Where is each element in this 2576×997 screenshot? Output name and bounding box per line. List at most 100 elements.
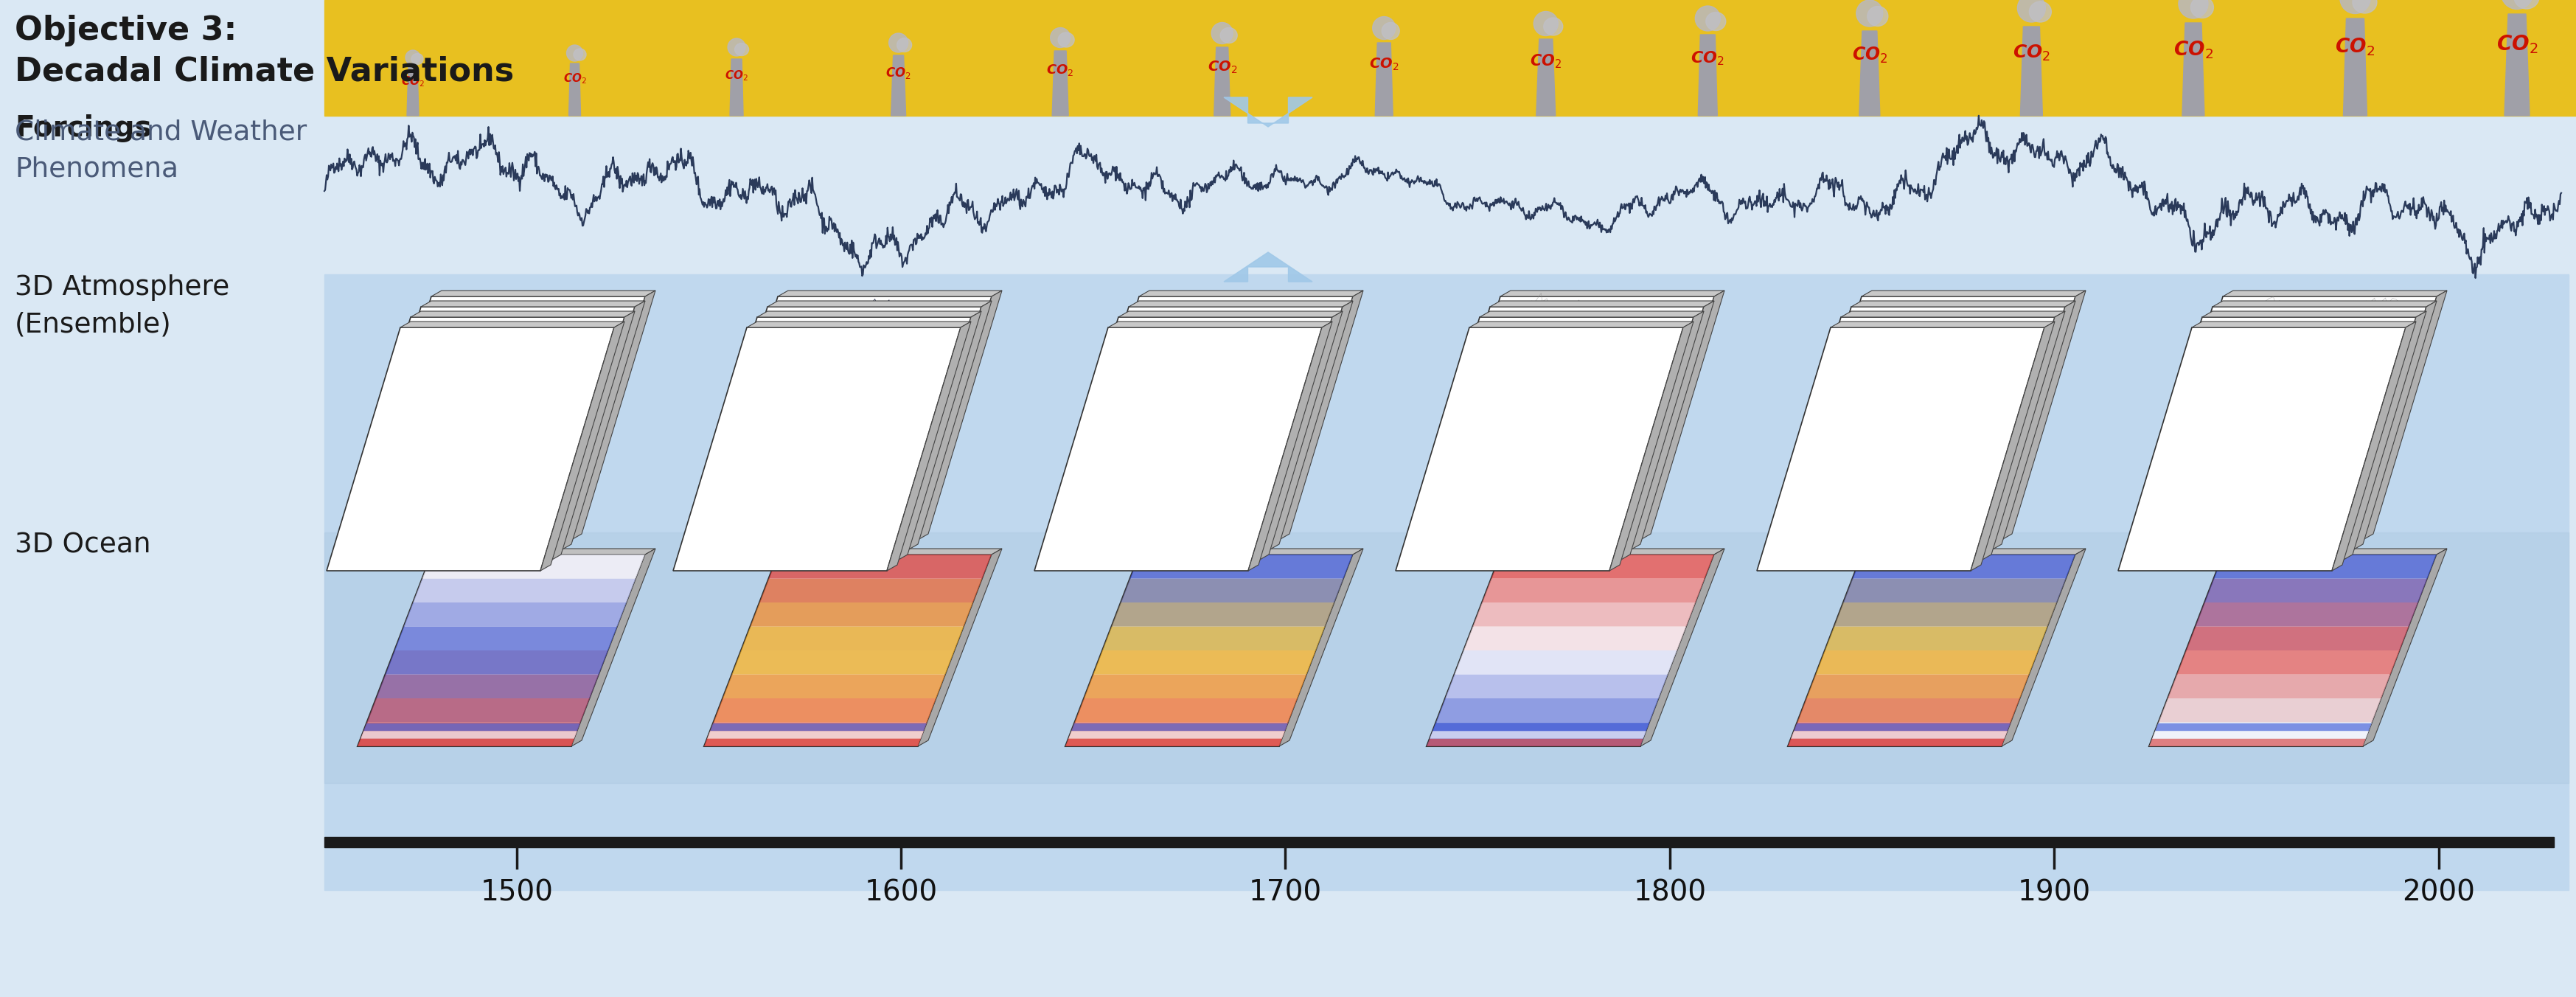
Text: Forcings: Forcings [15,115,152,143]
Polygon shape [2362,290,2447,539]
Polygon shape [386,650,608,674]
Ellipse shape [734,43,750,56]
Polygon shape [1844,578,2066,602]
Polygon shape [917,548,1002,747]
Text: 3D Atmosphere
(Ensemble): 3D Atmosphere (Ensemble) [15,274,229,338]
Ellipse shape [404,50,420,65]
FancyArrow shape [1224,98,1311,127]
Polygon shape [1824,626,2048,650]
Polygon shape [2182,23,2205,116]
Polygon shape [2195,602,2419,626]
Polygon shape [2002,290,2087,539]
Polygon shape [1479,311,1703,317]
Polygon shape [732,650,956,674]
Polygon shape [703,739,920,747]
Polygon shape [1139,290,1363,296]
Ellipse shape [412,54,422,65]
Polygon shape [768,554,992,578]
Ellipse shape [574,49,587,61]
Polygon shape [917,290,1002,539]
Polygon shape [366,698,590,722]
Ellipse shape [1533,11,1558,36]
Polygon shape [337,317,623,560]
Polygon shape [562,301,644,550]
Ellipse shape [896,38,912,52]
Text: 2000: 2000 [2401,879,2476,907]
Polygon shape [1406,317,1692,560]
Polygon shape [2159,698,2380,722]
Polygon shape [1790,731,2007,739]
Polygon shape [1489,301,1713,307]
Polygon shape [572,548,654,747]
Polygon shape [2151,731,2370,739]
Polygon shape [407,67,420,116]
Ellipse shape [1695,6,1721,31]
Polygon shape [358,722,580,747]
Polygon shape [1860,31,1880,116]
Polygon shape [1435,698,1659,722]
Polygon shape [1072,723,1288,731]
Ellipse shape [2339,0,2370,14]
Polygon shape [2148,739,2365,747]
Polygon shape [1427,554,1713,747]
Polygon shape [1793,723,2009,731]
Polygon shape [886,321,971,570]
Text: CO$_2$: CO$_2$ [1530,53,1561,70]
Polygon shape [1427,739,1643,747]
Polygon shape [1862,548,2087,554]
Text: CO$_2$: CO$_2$ [1208,59,1236,75]
Polygon shape [541,321,623,570]
Polygon shape [358,296,644,539]
Text: CO$_2$: CO$_2$ [2496,33,2537,55]
Polygon shape [2166,674,2391,698]
Polygon shape [1417,307,1703,550]
Polygon shape [1432,723,1649,731]
Polygon shape [1641,548,1723,747]
Polygon shape [1270,301,1352,550]
Polygon shape [1842,311,2066,317]
Polygon shape [1066,554,1352,747]
Polygon shape [569,64,580,116]
Polygon shape [399,321,623,327]
Polygon shape [1481,578,1705,602]
Ellipse shape [2514,0,2540,9]
Polygon shape [891,55,907,116]
Ellipse shape [1705,12,1726,31]
Text: CO$_2$: CO$_2$ [1370,56,1399,72]
Polygon shape [1788,722,2012,747]
Polygon shape [2213,554,2437,578]
Polygon shape [1046,317,1332,560]
Polygon shape [1492,554,1713,578]
Polygon shape [1852,301,2076,307]
Polygon shape [1499,290,1723,296]
Text: CO$_2$: CO$_2$ [2012,44,2050,63]
Text: CO$_2$: CO$_2$ [402,75,425,89]
Polygon shape [729,59,744,116]
Polygon shape [721,674,945,698]
Polygon shape [1620,311,1703,560]
Text: 1700: 1700 [1249,879,1321,907]
Ellipse shape [1381,23,1399,40]
Polygon shape [2187,626,2409,650]
Polygon shape [420,301,644,307]
Polygon shape [361,731,577,739]
Polygon shape [1066,739,1283,747]
Polygon shape [2020,27,2043,116]
Polygon shape [706,731,925,739]
Polygon shape [1074,698,1298,722]
Polygon shape [1834,602,2058,626]
Polygon shape [1788,296,2076,539]
Polygon shape [2213,301,2437,307]
Ellipse shape [1868,6,1888,26]
Polygon shape [2148,722,2372,747]
Ellipse shape [889,33,907,53]
Bar [325,274,2568,890]
Text: CO$_2$: CO$_2$ [1046,63,1074,78]
Polygon shape [1971,321,2056,570]
Polygon shape [1036,327,1321,570]
Polygon shape [1816,650,2038,674]
Ellipse shape [567,45,582,61]
Polygon shape [2128,317,2416,560]
Polygon shape [1862,290,2087,296]
Text: CO$_2$: CO$_2$ [1852,46,1888,65]
